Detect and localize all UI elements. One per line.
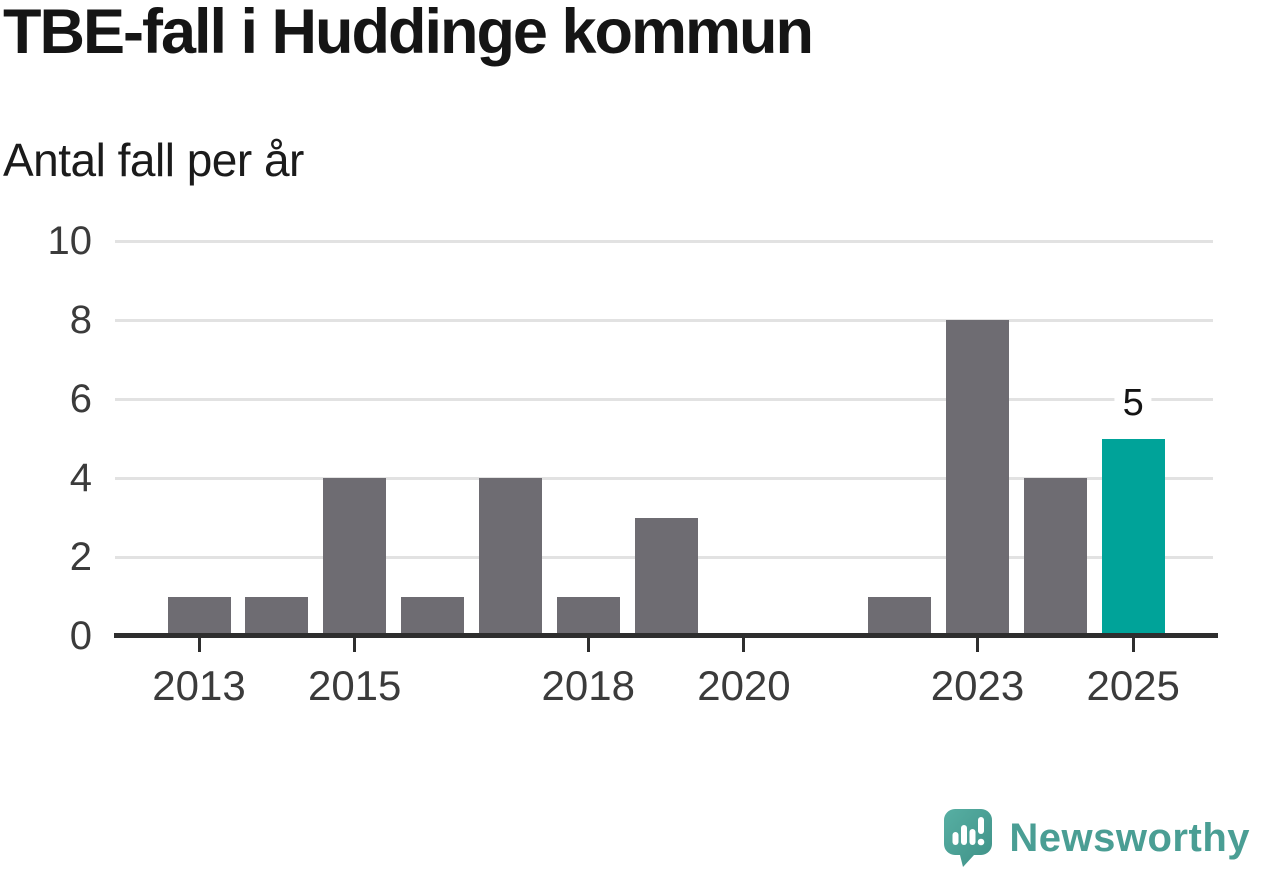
- y-tick-label-6: 6: [69, 377, 92, 421]
- bar-value-label-2025: 5: [1114, 382, 1152, 423]
- x-tick-label-2020: 2020: [697, 662, 791, 709]
- bar-2014: [245, 596, 309, 636]
- newsworthy-logo: Newsworthy: [944, 808, 1250, 868]
- x-tick-label-2025: 2025: [1086, 662, 1180, 709]
- x-tick-label-2015: 2015: [307, 662, 402, 709]
- x-tick-2023: [976, 638, 979, 652]
- gridline-y-8: [115, 319, 1213, 322]
- chart-title: TBE-fall i Huddinge kommun: [3, 0, 814, 67]
- x-tick-label-2023: 2023: [930, 662, 1025, 709]
- bar-2018: [556, 596, 620, 636]
- bar-2013: [167, 596, 231, 636]
- y-tick-label-4: 4: [69, 456, 92, 500]
- bar-2023: [946, 320, 1009, 636]
- bar-2025: [1101, 438, 1165, 636]
- y-tick-label-0: 0: [69, 614, 92, 658]
- y-tick-label-10: 10: [47, 219, 93, 263]
- y-tick-label-2: 2: [69, 535, 92, 579]
- gridline-y-6: [115, 398, 1213, 401]
- bar-2015: [323, 478, 387, 636]
- bar-2022: [868, 596, 932, 636]
- x-axis-line: [114, 633, 1218, 638]
- x-tick-2025: [1131, 638, 1135, 652]
- newsworthy-logo-text: Newsworthy: [1009, 816, 1250, 860]
- bar-2024: [1023, 478, 1087, 636]
- x-tick-2015: [353, 638, 357, 652]
- bar-2019: [634, 517, 698, 636]
- x-tick-2013: [197, 638, 201, 652]
- y-tick-label-8: 8: [69, 298, 92, 342]
- gridline-y-10: [115, 240, 1213, 243]
- x-tick-2018: [586, 638, 590, 652]
- bar-2016: [401, 596, 465, 636]
- x-tick-2020: [742, 638, 746, 652]
- chart-subtitle: Antal fall per år: [3, 134, 304, 186]
- x-tick-label-2013: 2013: [152, 662, 246, 709]
- bar-2017: [478, 478, 542, 636]
- x-tick-label-2018: 2018: [541, 662, 635, 709]
- gridline-y-4: [115, 477, 1213, 480]
- bar-chart-speech-bubble-icon: [944, 808, 993, 867]
